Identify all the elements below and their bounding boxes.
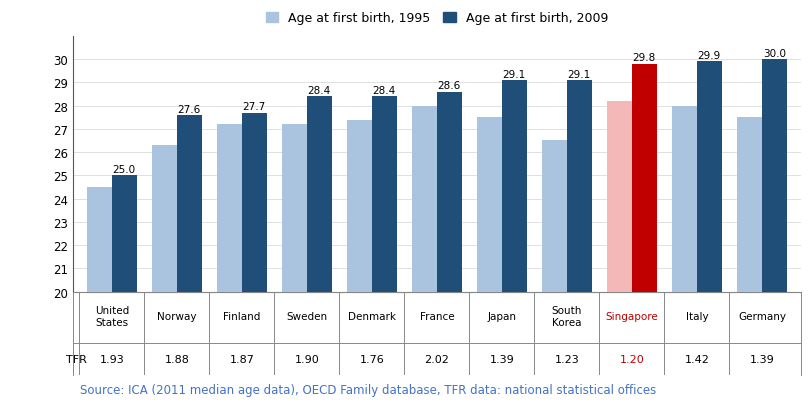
Text: Sweden: Sweden bbox=[286, 311, 328, 321]
Text: 1.23: 1.23 bbox=[554, 354, 579, 364]
Bar bbox=[347, 120, 372, 409]
Text: France: France bbox=[420, 311, 454, 321]
Text: 29.1: 29.1 bbox=[568, 70, 591, 79]
Text: 29.9: 29.9 bbox=[697, 51, 721, 61]
Bar bbox=[567, 81, 591, 409]
Bar bbox=[437, 92, 462, 409]
Bar bbox=[477, 118, 502, 409]
Text: 1.39: 1.39 bbox=[749, 354, 774, 364]
Bar bbox=[242, 113, 266, 409]
Text: 29.1: 29.1 bbox=[502, 70, 526, 79]
Text: 29.8: 29.8 bbox=[633, 53, 656, 63]
Bar bbox=[112, 176, 137, 409]
Text: Finland: Finland bbox=[223, 311, 260, 321]
Bar bbox=[502, 81, 527, 409]
Bar bbox=[307, 97, 332, 409]
Bar bbox=[152, 146, 177, 409]
Text: 2.02: 2.02 bbox=[425, 354, 449, 364]
Text: 28.4: 28.4 bbox=[373, 86, 396, 96]
Bar bbox=[737, 118, 762, 409]
Bar bbox=[412, 106, 437, 409]
Text: 1.93: 1.93 bbox=[100, 354, 125, 364]
Bar bbox=[542, 141, 567, 409]
Legend: Age at first birth, 1995, Age at first birth, 2009: Age at first birth, 1995, Age at first b… bbox=[260, 7, 613, 30]
Text: 28.6: 28.6 bbox=[438, 81, 461, 91]
Text: 1.87: 1.87 bbox=[230, 354, 254, 364]
Bar bbox=[217, 125, 242, 409]
Text: Italy: Italy bbox=[685, 311, 708, 321]
Text: 1.39: 1.39 bbox=[489, 354, 515, 364]
Bar bbox=[282, 125, 307, 409]
Text: Japan: Japan bbox=[487, 311, 516, 321]
Text: Norway: Norway bbox=[157, 311, 197, 321]
Bar bbox=[87, 187, 112, 409]
Text: 1.42: 1.42 bbox=[684, 354, 709, 364]
Bar bbox=[632, 65, 657, 409]
Bar bbox=[697, 62, 722, 409]
Text: 1.76: 1.76 bbox=[359, 354, 384, 364]
Bar bbox=[608, 102, 632, 409]
Bar bbox=[672, 106, 697, 409]
Text: South
Korea: South Korea bbox=[552, 305, 582, 328]
Text: 1.88: 1.88 bbox=[164, 354, 189, 364]
Text: 28.4: 28.4 bbox=[307, 86, 331, 96]
Bar bbox=[177, 116, 201, 409]
Text: 1.20: 1.20 bbox=[620, 354, 644, 364]
Text: 1.90: 1.90 bbox=[294, 354, 320, 364]
Text: Denmark: Denmark bbox=[348, 311, 396, 321]
Text: 27.7: 27.7 bbox=[243, 102, 266, 112]
Bar bbox=[372, 97, 396, 409]
Text: United
States: United States bbox=[95, 305, 129, 328]
Text: TFR: TFR bbox=[66, 354, 87, 364]
Text: Singapore: Singapore bbox=[605, 311, 659, 321]
Text: Source: ICA (2011 median age data), OECD Family database, TFR data: national sta: Source: ICA (2011 median age data), OECD… bbox=[80, 383, 656, 396]
Text: 25.0: 25.0 bbox=[112, 164, 136, 175]
Text: Germany: Germany bbox=[738, 311, 786, 321]
Text: 27.6: 27.6 bbox=[177, 104, 201, 114]
Text: 30.0: 30.0 bbox=[763, 49, 786, 58]
Bar bbox=[762, 60, 786, 409]
